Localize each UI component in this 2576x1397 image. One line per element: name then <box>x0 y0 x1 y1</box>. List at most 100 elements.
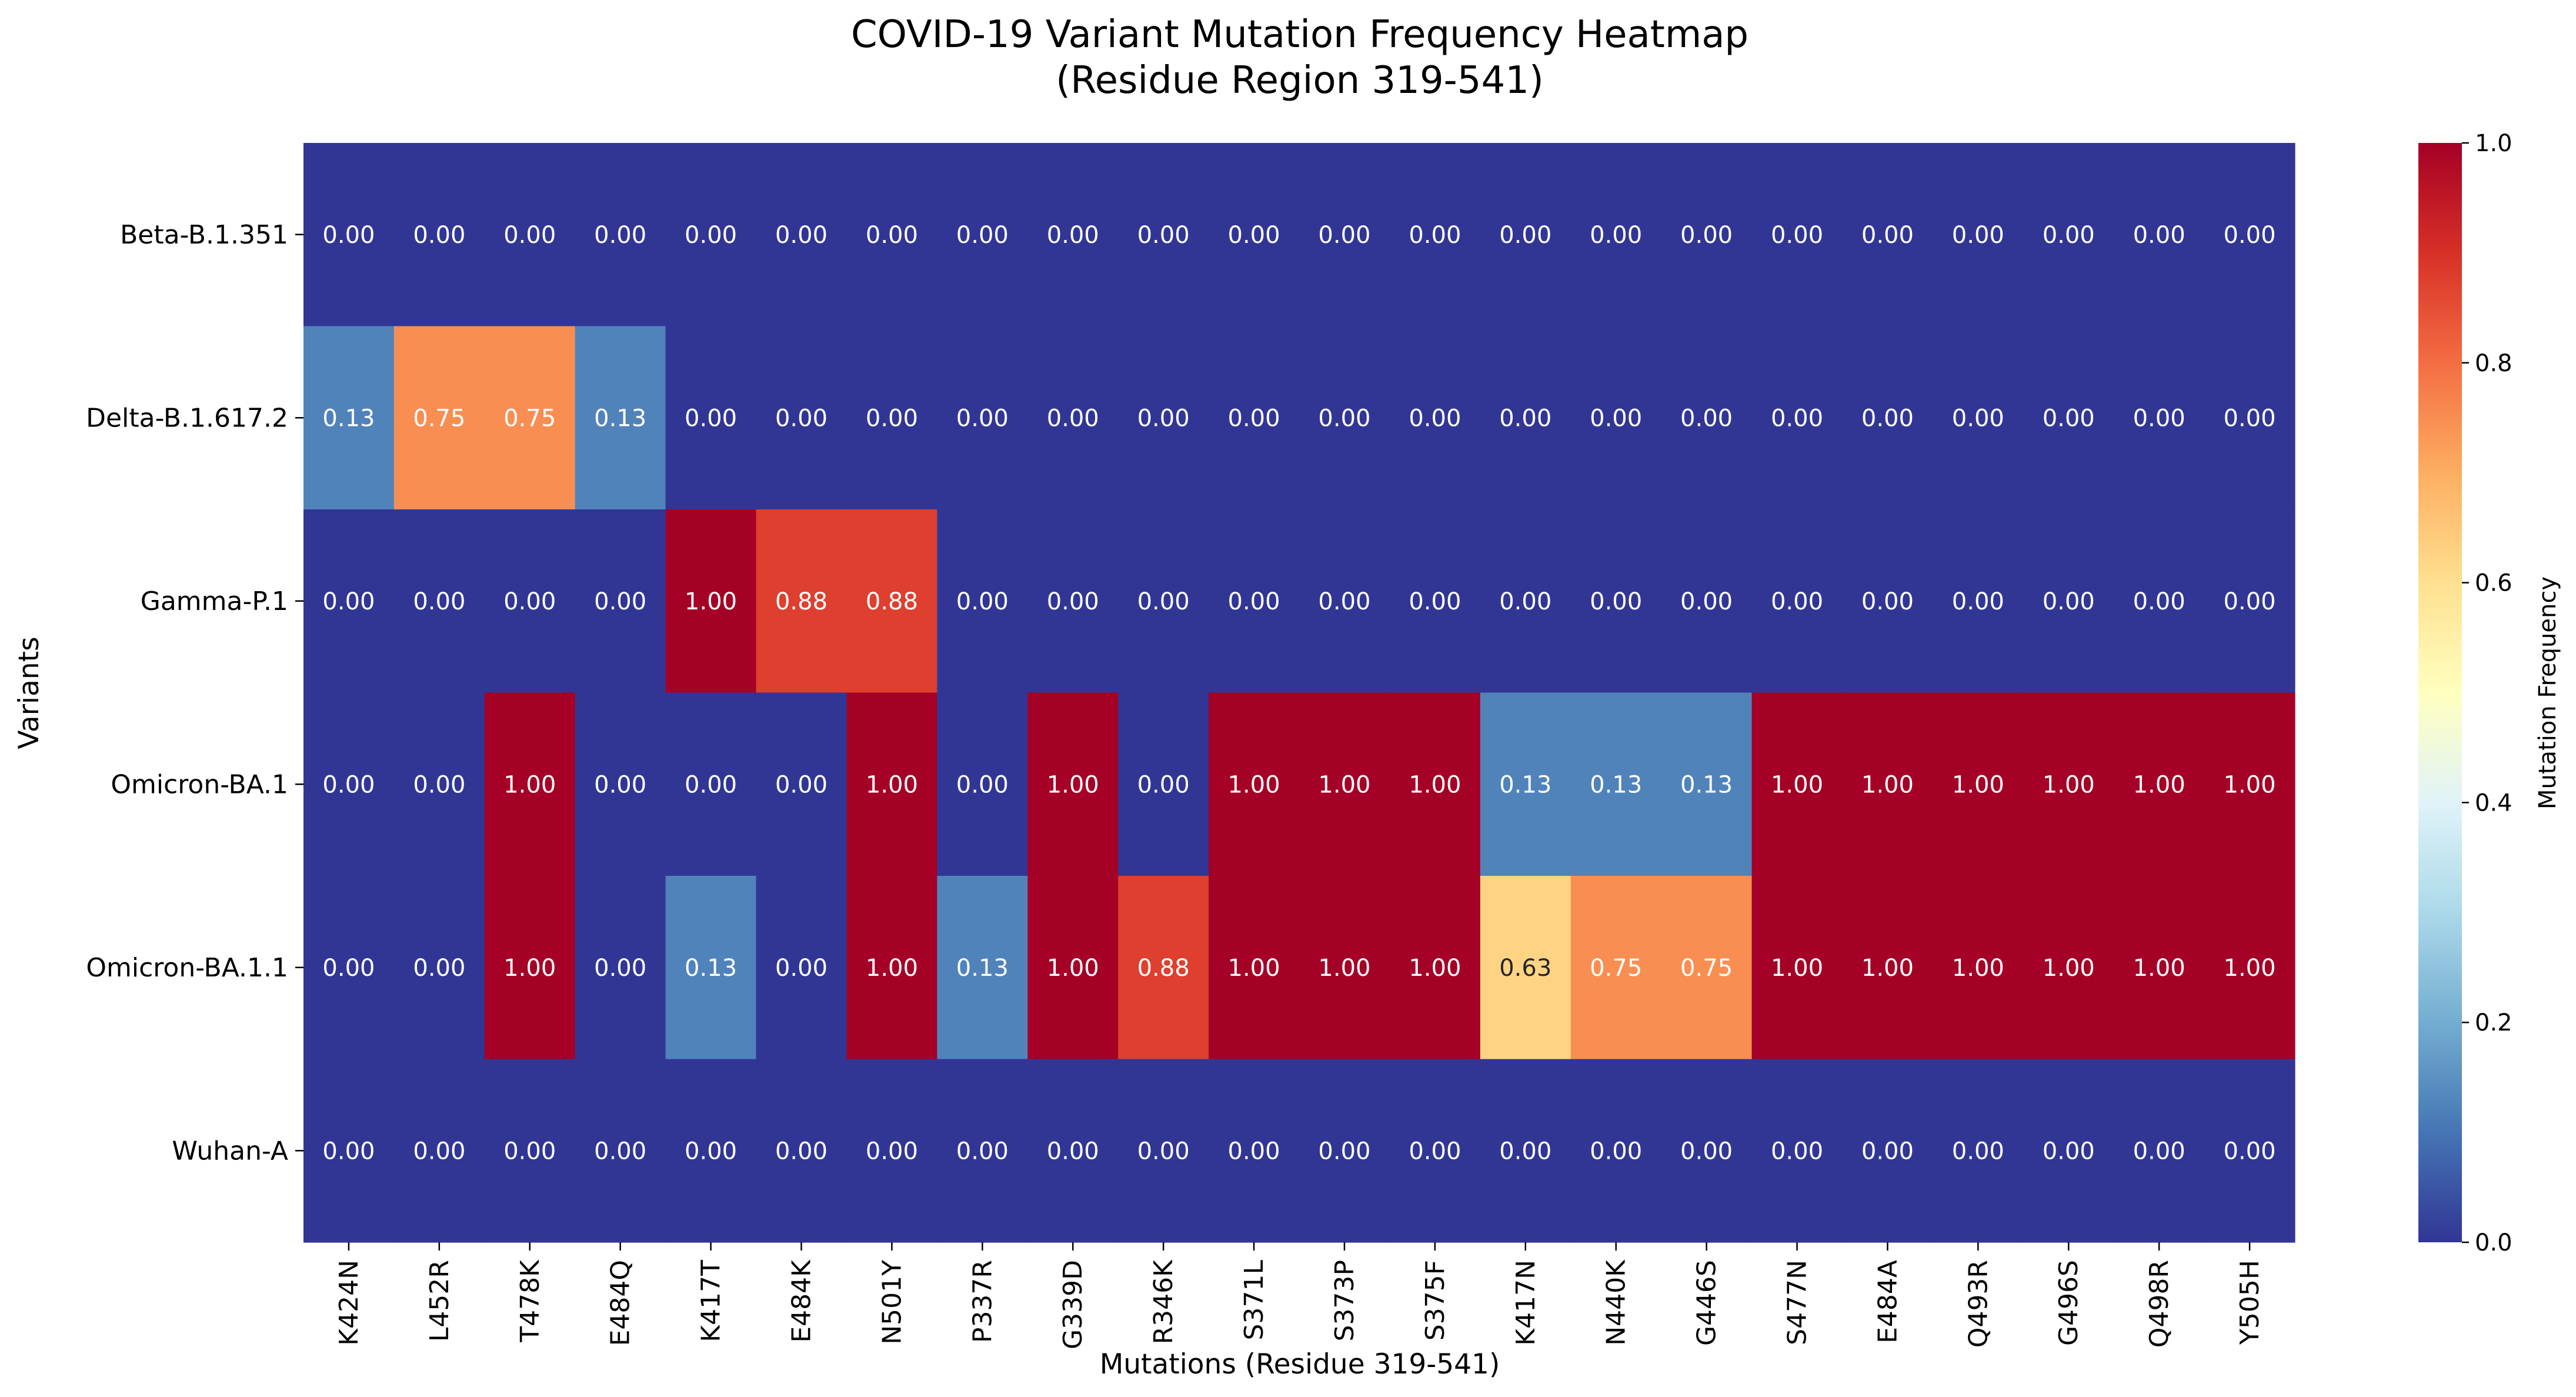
cell-value-label: 0.00 <box>1137 771 1190 798</box>
heatmap-cell <box>1570 692 1662 876</box>
cell-value-label: 0.00 <box>2133 1138 2185 1165</box>
cell-value-label: 1.00 <box>1409 955 1461 982</box>
heatmap-cell <box>575 143 666 327</box>
cell-value-label: 0.00 <box>1499 222 1551 249</box>
cell-value-label: 0.00 <box>2043 588 2095 615</box>
heatmap-cell <box>1480 326 1571 510</box>
cell-value-label: 0.00 <box>594 1138 646 1165</box>
cell-value-label: 0.13 <box>1499 771 1551 798</box>
heatmap-cell <box>756 143 847 327</box>
heatmap-cell <box>1118 876 1209 1060</box>
cell-value-label: 0.00 <box>322 955 375 982</box>
cell-value-label: 0.00 <box>1409 405 1461 432</box>
heatmap-cell <box>1661 509 1753 694</box>
x-tick-label: E484A <box>1873 1260 1903 1343</box>
x-tick-label: N440K <box>1601 1259 1631 1346</box>
x-tick-label: S375F <box>1420 1260 1450 1341</box>
cell-value-label: 0.00 <box>1590 1138 1642 1165</box>
cell-value-label: 1.00 <box>1047 771 1099 798</box>
cell-value-label: 0.63 <box>1499 955 1551 982</box>
heatmap-cell <box>1842 509 1933 694</box>
cell-value-label: 0.00 <box>2224 222 2276 249</box>
cell-value-label: 0.00 <box>1952 588 2004 615</box>
heatmap-cell <box>1118 692 1209 876</box>
cell-value-label: 0.13 <box>594 405 646 432</box>
heatmap-cell <box>1118 326 1209 510</box>
heatmap-cell <box>2023 326 2114 510</box>
heatmap-cell <box>2204 692 2295 876</box>
heatmap-cell <box>1661 692 1753 876</box>
heatmap-cell <box>1118 509 1209 694</box>
cell-value-label: 0.00 <box>594 955 646 982</box>
cell-value-label: 1.00 <box>503 955 556 982</box>
cell-value-label: 1.00 <box>1861 771 1914 798</box>
cell-value-label: 1.00 <box>866 771 918 798</box>
heatmap-cell <box>1661 143 1753 327</box>
cell-value-label: 0.00 <box>1047 222 1099 249</box>
cell-value-label: 0.00 <box>1680 588 1733 615</box>
cell-value-label: 0.13 <box>685 955 737 982</box>
colorbar-tick-label: 0.0 <box>2475 1229 2512 1256</box>
cell-value-label: 0.00 <box>413 955 465 982</box>
heatmap-cell <box>1661 326 1753 510</box>
heatmap-cell <box>1751 876 1843 1060</box>
heatmap-cell <box>1299 692 1390 876</box>
chart-subtitle: (Residue Region 319-541) <box>1056 59 1544 102</box>
heatmap-cell <box>1480 876 1571 1060</box>
heatmap-cell <box>303 876 395 1060</box>
heatmap-cell <box>1570 1059 1662 1243</box>
heatmap-cell <box>2114 143 2205 327</box>
cell-value-label: 1.00 <box>1771 771 1823 798</box>
x-tick-label: S373P <box>1330 1260 1360 1341</box>
y-tick-label: Beta-B.1.351 <box>120 220 288 250</box>
x-tick-label: L452R <box>425 1260 455 1342</box>
x-tick-label: G496S <box>2054 1260 2084 1346</box>
heatmap-cell <box>1933 326 2024 510</box>
heatmap-cell <box>1842 326 1933 510</box>
cell-value-label: 0.00 <box>1137 588 1190 615</box>
cell-value-label: 0.00 <box>2043 1138 2095 1165</box>
colorbar-tick-label: 0.2 <box>2475 1009 2512 1036</box>
y-tick-label: Omicron-BA.1.1 <box>86 953 288 983</box>
heatmap-cell <box>756 876 847 1060</box>
cell-value-label: 0.00 <box>1952 1138 2004 1165</box>
heatmap-cell <box>1842 692 1933 876</box>
heatmap-cell <box>665 692 757 876</box>
cell-value-label: 0.00 <box>775 771 827 798</box>
heatmap-cell <box>1842 143 1933 327</box>
colorbar-tick-label: 0.6 <box>2475 570 2512 597</box>
heatmap-cell <box>303 509 395 694</box>
heatmap-cell <box>2023 509 2114 694</box>
heatmap-cell <box>1480 509 1571 694</box>
cell-value-label: 0.00 <box>413 222 465 249</box>
cell-value-label: 0.13 <box>1680 771 1733 798</box>
cell-value-label: 1.00 <box>2043 771 2095 798</box>
heatmap-cell <box>1933 692 2024 876</box>
heatmap-cell <box>1389 876 1481 1060</box>
cell-value-label: 0.00 <box>1590 588 1642 615</box>
cell-value-label: 0.00 <box>2224 588 2276 615</box>
cell-value-label: 1.00 <box>1228 771 1280 798</box>
heatmap-cell <box>665 326 757 510</box>
x-tick-label: E484K <box>787 1259 817 1343</box>
cell-value-label: 1.00 <box>1228 955 1280 982</box>
heatmap-cell <box>1389 326 1481 510</box>
heatmap-cell <box>1027 692 1119 876</box>
cell-value-label: 0.00 <box>413 771 465 798</box>
cell-value-label: 1.00 <box>1952 771 2004 798</box>
cell-value-label: 0.00 <box>1137 1138 1190 1165</box>
cell-value-label: 0.00 <box>1318 1138 1370 1165</box>
heatmap-cell <box>2204 509 2295 694</box>
heatmap-cell <box>1570 509 1662 694</box>
x-tick-labels: K424N L452R T478K E484Q K417T E484K N501Y P337R… <box>334 1242 2265 1349</box>
cell-value-label: 1.00 <box>1861 955 1914 982</box>
cell-value-label: 0.88 <box>775 588 827 615</box>
y-tick-labels: Beta-B.1.351 Delta-B.1.617.2 Gamma-P.1 Omic… <box>86 220 303 1166</box>
cell-value-label: 0.00 <box>1137 405 1190 432</box>
cell-value-label: 0.00 <box>1137 222 1190 249</box>
heatmap-cell <box>1389 509 1481 694</box>
cell-value-label: 0.00 <box>775 405 827 432</box>
cell-value-label: 0.00 <box>2133 588 2185 615</box>
heatmap-cell <box>1661 1059 1753 1243</box>
